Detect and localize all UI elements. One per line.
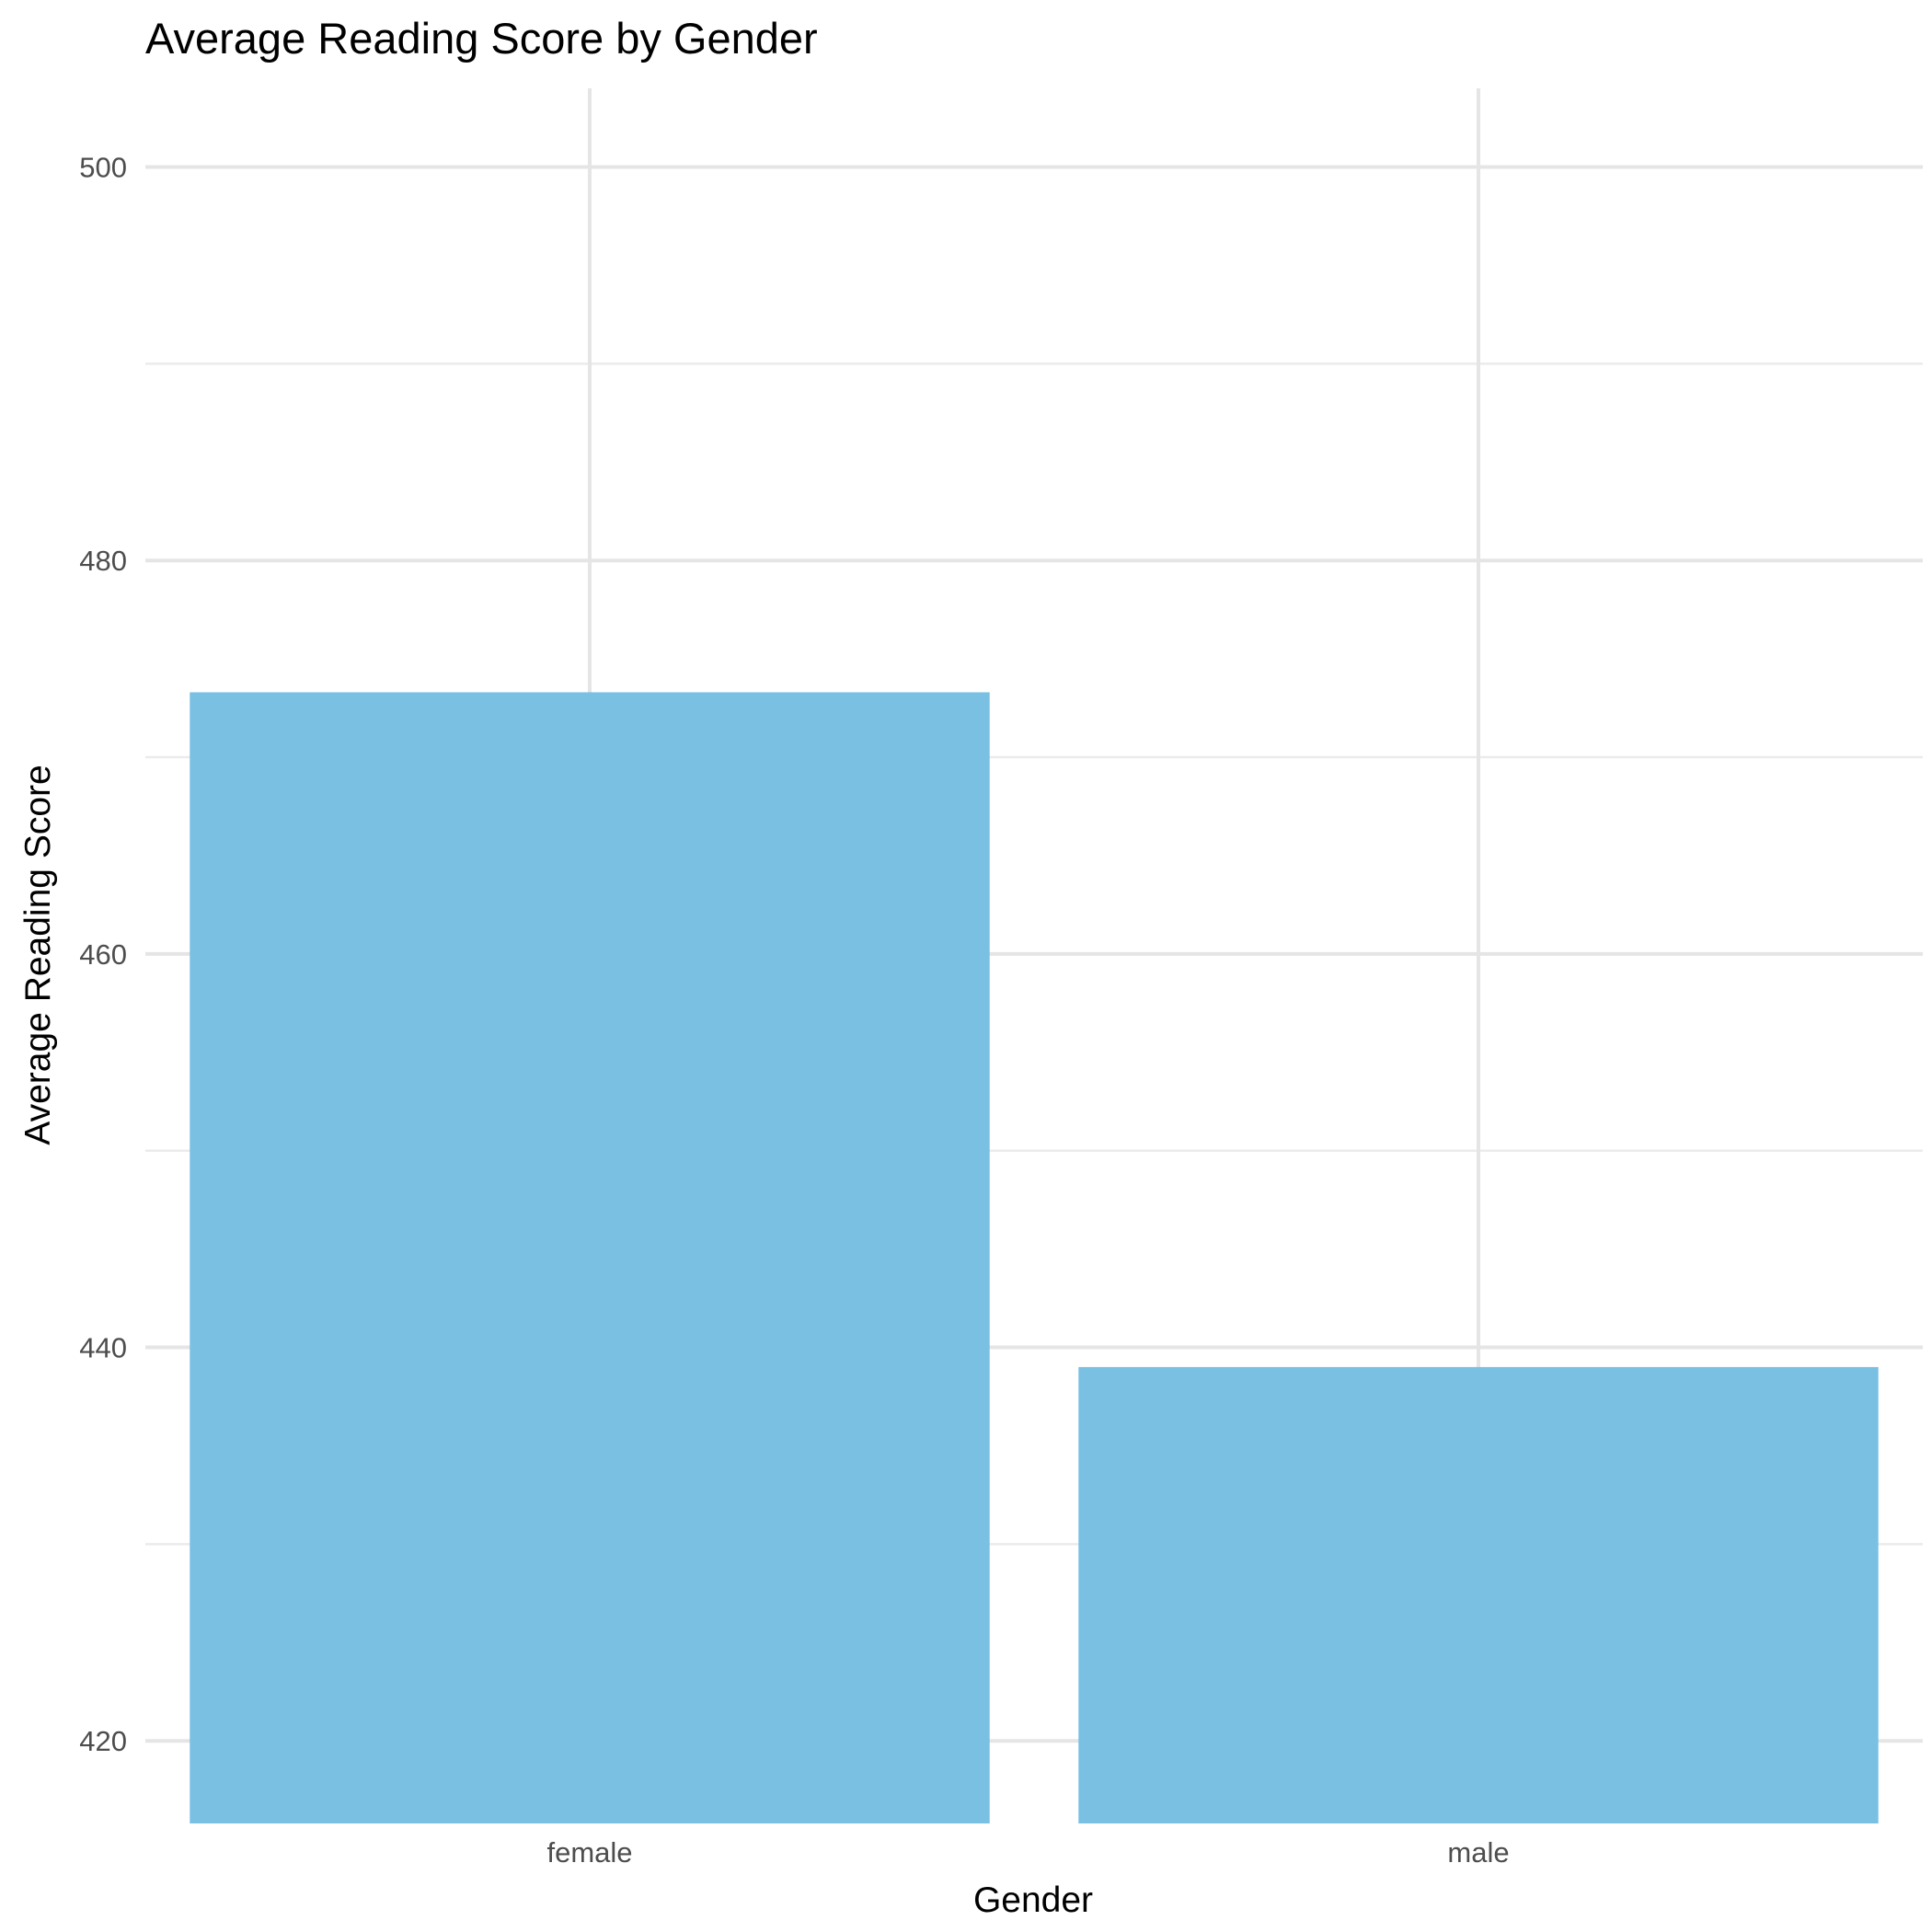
y-tick-label: 460 [79,938,127,971]
tick-labels-layer: 420 440 460 480 500 female male [79,152,1509,1869]
bar-male [1078,1366,1879,1823]
x-tick-label: female [546,1836,632,1869]
y-tick-label: 480 [79,545,127,577]
bars-layer [190,692,1879,1823]
y-tick-label: 440 [79,1332,127,1364]
chart-title: Average Reading Score by Gender [145,14,818,63]
y-tick-label: 420 [79,1725,127,1757]
x-axis-title: Gender [973,1880,1093,1920]
bar-female [190,692,990,1823]
y-tick-label: 500 [79,152,127,184]
x-tick-label: male [1447,1836,1509,1869]
y-axis-title: Average Reading Score [18,765,58,1144]
